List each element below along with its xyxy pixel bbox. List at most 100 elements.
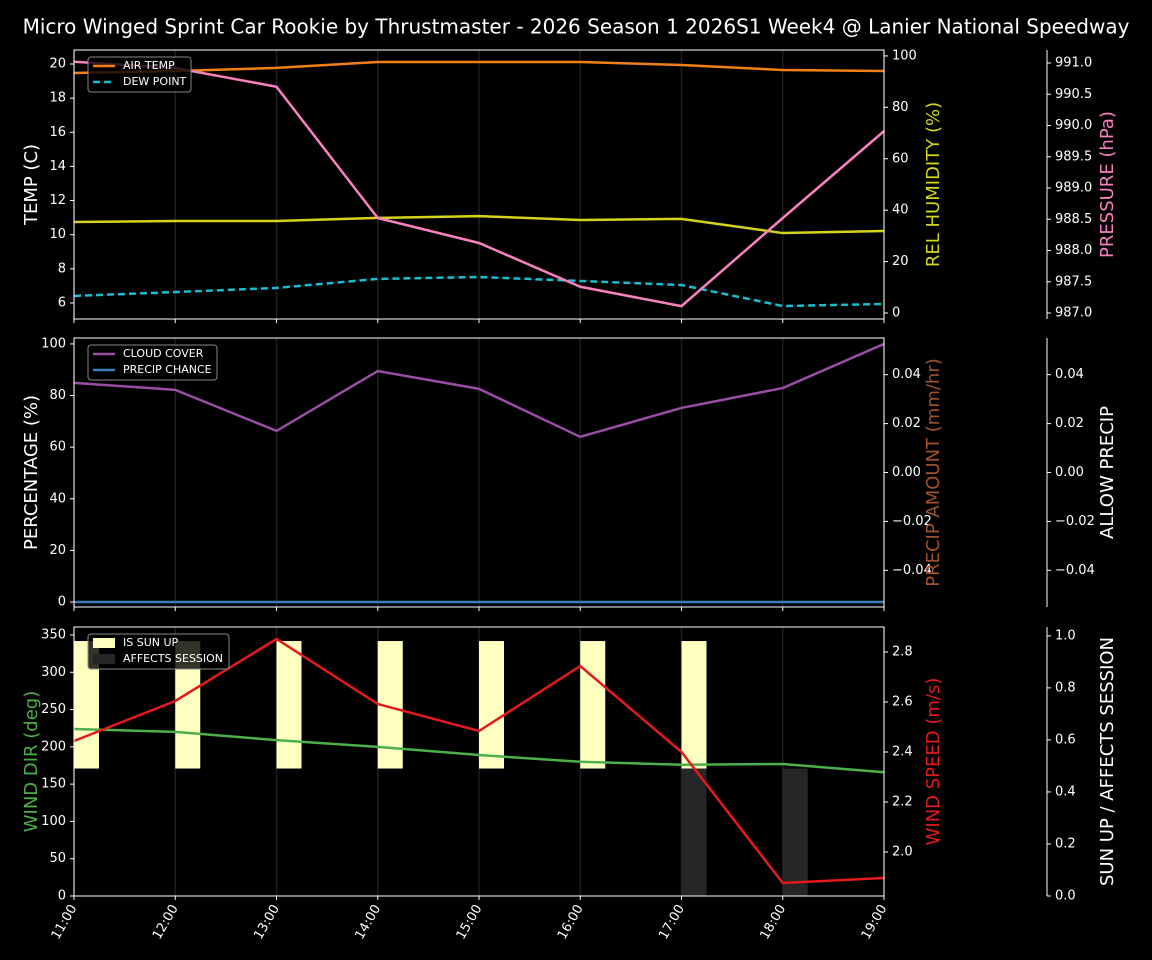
y-tick-label: 18	[49, 91, 66, 106]
legend-label: CLOUD COVER	[123, 347, 204, 360]
y-axis-label: WIND DIR (deg)	[21, 691, 42, 833]
bar	[681, 768, 707, 896]
legend-box	[87, 633, 230, 670]
y3-tick-label: 987.0	[1055, 306, 1092, 321]
y2-tick-label: 2.2	[892, 795, 913, 810]
series-line	[73, 637, 885, 885]
legend-swatch	[93, 638, 115, 648]
y-tick-label: 300	[41, 665, 66, 680]
y-tick-label: 20	[49, 543, 66, 558]
y3-tick-label: −0.02	[1055, 514, 1095, 529]
y-tick-label: 50	[49, 851, 66, 866]
y-tick-label: 250	[41, 702, 66, 717]
y2-tick-label: 2.8	[892, 645, 913, 660]
y-tick-label: 0	[58, 594, 66, 609]
series-line	[73, 727, 885, 774]
y2-tick-label: 0.00	[892, 465, 921, 480]
legend-label: DEW POINT	[123, 75, 187, 88]
y-axis-label: TEMP (C)	[21, 144, 42, 226]
y-tick-label: 350	[41, 627, 66, 642]
y-tick-label: 16	[49, 125, 66, 140]
y3-tick-label: 990.0	[1055, 118, 1092, 133]
y-tick-label: 10	[49, 227, 66, 242]
y-axis-label: PERCENTAGE (%)	[21, 395, 42, 550]
x-tick-label: 18:00	[758, 902, 790, 942]
y3-tick-label: 0.2	[1055, 836, 1076, 851]
y2-axis-label: REL HUMIDITY (%)	[923, 102, 944, 267]
series-line	[73, 214, 885, 235]
y3-axis-label: PRESSURE (hPa)	[1097, 111, 1118, 258]
y-tick-label: 12	[49, 193, 66, 208]
y2-tick-label: 40	[892, 203, 909, 218]
y3-tick-label: 0.00	[1055, 465, 1084, 480]
y2-tick-label: 0.02	[892, 416, 921, 431]
y-tick-label: 100	[41, 336, 66, 351]
y2-axis-label: PRECIP AMOUNT (mm/hr)	[923, 358, 944, 587]
y2-tick-label: 60	[892, 151, 909, 166]
x-tick-label: 17:00	[656, 902, 688, 942]
series-line	[73, 60, 885, 75]
y3-tick-label: 988.0	[1055, 243, 1092, 258]
y3-axis-label: ALLOW PRECIP	[1097, 406, 1118, 539]
legend-label: AFFECTS SESSION	[123, 652, 223, 665]
y2-tick-label: 0.04	[892, 367, 921, 382]
y-tick-label: 40	[49, 491, 66, 506]
y-tick-label: 150	[41, 777, 66, 792]
y3-tick-label: 989.0	[1055, 181, 1092, 196]
y3-tick-label: 0.02	[1055, 416, 1084, 431]
bar	[479, 641, 504, 769]
y3-tick-label: 990.5	[1055, 87, 1092, 102]
y2-tick-label: 2.0	[892, 845, 913, 860]
x-tick-label: 15:00	[454, 902, 486, 942]
y3-tick-label: 0.8	[1055, 680, 1076, 695]
y3-tick-label: −0.04	[1055, 563, 1095, 578]
y3-tick-label: 991.0	[1055, 56, 1092, 71]
y2-axis-label: WIND SPEED (m/s)	[923, 678, 944, 846]
y-tick-label: 60	[49, 440, 66, 455]
y2-tick-label: 80	[892, 100, 909, 115]
y-tick-label: 0	[58, 889, 66, 904]
y3-tick-label: 1.0	[1055, 628, 1076, 643]
y3-tick-label: 989.5	[1055, 149, 1092, 164]
y2-tick-label: 0	[892, 306, 900, 321]
y-tick-label: 80	[49, 388, 66, 403]
y2-tick-label: −0.02	[892, 514, 932, 529]
y3-tick-label: 0.6	[1055, 732, 1076, 747]
x-tick-label: 11:00	[49, 902, 81, 942]
y-tick-label: 14	[49, 159, 66, 174]
legend-label: AIR TEMP	[123, 59, 175, 72]
y2-tick-label: 2.6	[892, 695, 913, 710]
y3-tick-label: 987.5	[1055, 274, 1092, 289]
bar	[782, 768, 808, 896]
x-tick-label: 19:00	[859, 902, 891, 942]
y3-tick-label: 0.04	[1055, 367, 1084, 382]
bar	[276, 641, 302, 769]
legend-box	[87, 344, 218, 381]
y-tick-label: 6	[58, 295, 66, 310]
legend-label: IS SUN UP	[123, 636, 179, 649]
x-tick-label: 16:00	[555, 902, 587, 942]
y3-axis-label: SUN UP / AFFECTS SESSION	[1097, 637, 1118, 886]
y-tick-label: 100	[41, 814, 66, 829]
y2-tick-label: 100	[892, 48, 917, 63]
y2-tick-label: −0.04	[892, 563, 932, 578]
x-tick-label: 12:00	[150, 902, 182, 942]
series-line	[73, 342, 885, 439]
y-tick-label: 20	[49, 56, 66, 71]
legend-swatch	[93, 654, 115, 664]
y2-tick-label: 2.4	[892, 745, 913, 760]
y3-tick-label: 0.0	[1055, 889, 1076, 904]
x-tick-label: 13:00	[251, 902, 283, 942]
y-tick-label: 200	[41, 739, 66, 754]
y-tick-label: 8	[58, 261, 66, 276]
y3-tick-label: 0.4	[1055, 784, 1076, 799]
bar	[681, 641, 707, 769]
series-line	[73, 275, 885, 308]
y2-tick-label: 20	[892, 254, 909, 269]
bar	[580, 641, 606, 769]
y3-tick-label: 988.5	[1055, 212, 1092, 227]
series-line	[73, 60, 885, 308]
chart-title: Micro Winged Sprint Car Rookie by Thrust…	[23, 15, 1130, 39]
